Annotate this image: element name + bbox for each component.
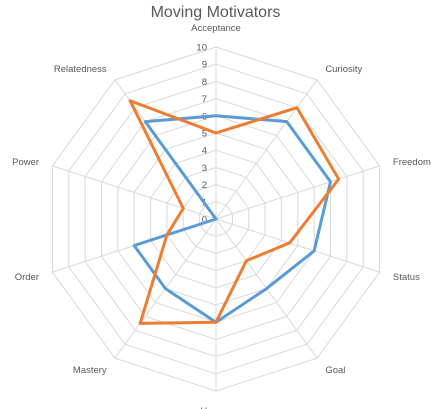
category-label-curiosity: Curiosity — [325, 64, 362, 75]
tick-label-8: 8 — [202, 77, 207, 88]
category-label-order: Order — [15, 272, 39, 283]
tick-label-9: 9 — [202, 60, 207, 71]
tick-label-7: 7 — [202, 94, 207, 105]
category-label-acceptance: Acceptance — [191, 23, 241, 34]
category-label-status: Status — [393, 272, 420, 283]
category-label-honnor: Honnor — [200, 406, 231, 409]
grid-spoke-1 — [215, 79, 318, 220]
category-label-mastery: Mastery — [73, 365, 107, 376]
grid-spoke-8 — [52, 165, 217, 220]
grid-spoke-2 — [215, 165, 380, 220]
category-label-goal: Goal — [325, 365, 345, 376]
radar-grid — [51, 46, 381, 392]
tick-label-5: 5 — [202, 129, 207, 140]
category-label-relatedness: Relatedness — [54, 64, 107, 75]
category-labels: Acceptance Curiosity Freedom Status Goal Honn… — [12, 23, 431, 409]
series-2-line — [128, 99, 341, 325]
tick-label-0: 0 — [202, 215, 207, 226]
grid-spoke-3 — [215, 218, 380, 273]
tick-label-3: 3 — [202, 163, 207, 174]
category-label-freedom: Freedom — [393, 157, 431, 168]
tick-label-10: 10 — [196, 43, 207, 54]
chart-title: Moving Motivators — [150, 4, 281, 21]
series-group — [128, 99, 341, 325]
tick-label-2: 2 — [202, 180, 207, 191]
category-label-power: Power — [12, 157, 39, 168]
tick-label-4: 4 — [202, 146, 207, 157]
